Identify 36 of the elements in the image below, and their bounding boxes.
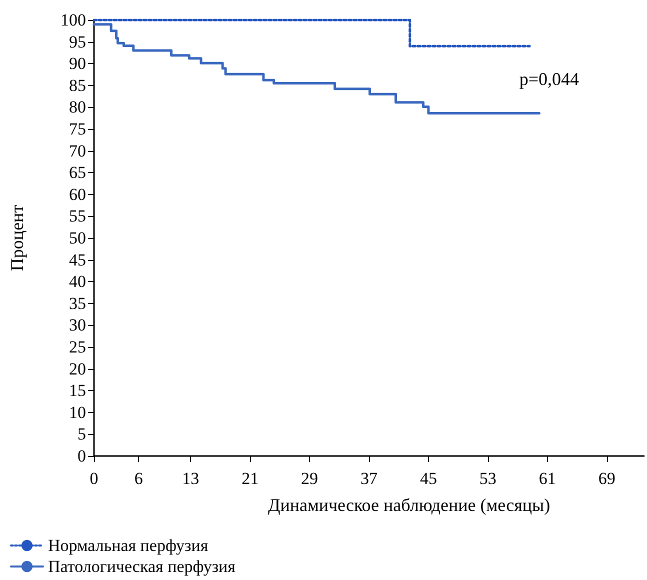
x-tick-label: 6 xyxy=(134,469,143,488)
legend-label: Патологическая перфузия xyxy=(48,557,236,576)
y-tick-label: 0 xyxy=(78,446,86,466)
x-tick-label: 0 xyxy=(90,469,98,488)
x-tick-label: 21 xyxy=(242,469,259,488)
y-tick-label: 30 xyxy=(69,316,86,335)
x-tick-label: 45 xyxy=(420,469,437,488)
y-tick-label: 10 xyxy=(69,402,86,422)
y-tick-label: 5 xyxy=(78,424,86,444)
x-axis-title: Динамическое наблюдение (месяцы) xyxy=(268,495,550,515)
x-tick-label: 13 xyxy=(182,469,200,488)
x-tick-label: 53 xyxy=(479,469,496,488)
y-tick-label: 90 xyxy=(69,54,86,74)
legend-label: Нормальная перфузия xyxy=(48,536,208,555)
y-tick-label: 25 xyxy=(69,338,86,356)
x-tick-label: 61 xyxy=(538,469,556,488)
y-tick-label: 100 xyxy=(60,10,86,30)
x-tick-label: 29 xyxy=(301,469,318,488)
y-tick-label: 55 xyxy=(69,206,86,226)
y-tick-label: 40 xyxy=(69,272,86,292)
y-tick-label: 35 xyxy=(69,294,86,313)
y-tick-label: 50 xyxy=(69,228,86,248)
y-tick-label: 70 xyxy=(69,141,86,160)
y-tick-label: 85 xyxy=(69,76,86,95)
y-tick-label: 15 xyxy=(69,381,86,400)
x-tick-label: 69 xyxy=(598,469,616,488)
y-axis-title: Процент xyxy=(7,204,27,272)
annotation: p=0,044 xyxy=(519,69,580,89)
y-tick-label: 60 xyxy=(69,184,86,204)
y-tick-label: 20 xyxy=(69,359,86,378)
y-tick-label: 75 xyxy=(69,120,86,138)
y-tick-label: 65 xyxy=(69,163,86,182)
y-tick-label: 80 xyxy=(69,98,86,117)
y-tick-label: 95 xyxy=(69,32,86,52)
x-tick-label: 37 xyxy=(360,469,378,488)
y-tick-label: 45 xyxy=(69,250,86,270)
